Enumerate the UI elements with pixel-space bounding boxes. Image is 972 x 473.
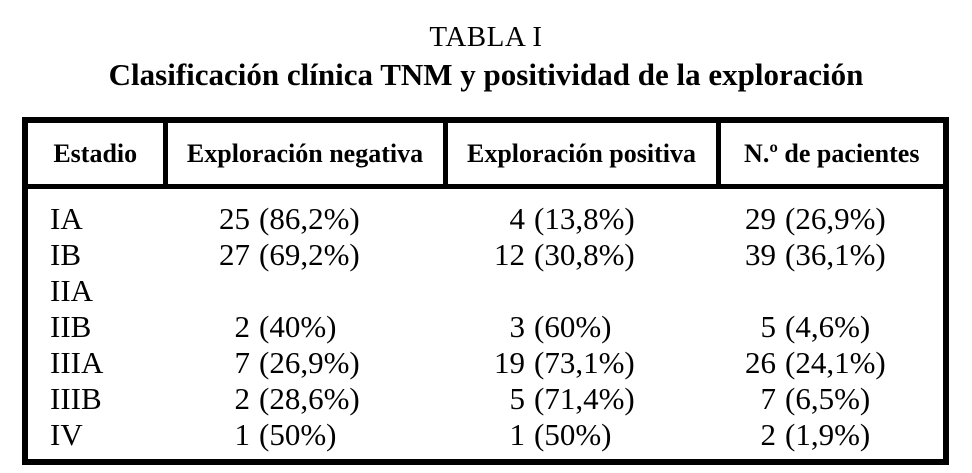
pacientes-cell: 5 (4,6%)	[718, 309, 946, 345]
table-title: TABLA I	[429, 21, 543, 53]
column-header-num-pacientes: N.º de pacientes	[715, 120, 946, 189]
negativa-cell: 7 (26,9%)	[165, 345, 445, 381]
negativa-cell: 2 (40%)	[165, 309, 445, 345]
table-row: IIB 2 (40%) 3 (60%) 5 (4,6%)	[25, 309, 946, 345]
table-caption: TABLA I Clasificación clínica TNM y posi…	[0, 0, 972, 96]
negativa-percent: (26,9%)	[259, 345, 360, 380]
positiva-count: 3	[509, 309, 526, 344]
positiva-count: 5	[509, 381, 526, 416]
table-row: IIIB 2 (28,6%) 5 (71,4%) 7 (6,5%)	[25, 381, 946, 417]
positiva-count: 19	[494, 345, 525, 380]
positiva-cell	[445, 273, 718, 309]
negativa-cell: 25 (86,2%)	[165, 187, 445, 238]
table-row: IV 1 (50%) 1 (50%) 2 (1,9%)	[25, 417, 946, 462]
column-header-exploracion-positiva: Exploración positiva	[442, 120, 718, 189]
table-row: IB 27 (69,2%) 12 (30,8%) 39 (36,1%)	[25, 237, 946, 273]
pacientes-count: 5	[760, 309, 777, 344]
positiva-cell: 3 (60%)	[445, 309, 718, 345]
pacientes-percent: (6,5%)	[785, 381, 871, 416]
pacientes-percent: (4,6%)	[785, 309, 871, 344]
column-header-estadio: Estadio	[25, 120, 165, 189]
table-row: IIIA 7 (26,9%) 19 (73,1%) 26 (24,1%)	[25, 345, 946, 381]
negativa-percent: (50%)	[259, 417, 337, 452]
column-header-exploracion-negativa: Exploración negativa	[162, 120, 445, 189]
negativa-percent: (69,2%)	[259, 237, 360, 272]
tnm-classification-table: Estadio Exploración negativa Exploración…	[22, 117, 949, 465]
pacientes-cell: 29 (26,9%)	[718, 187, 946, 238]
table-row: IA 25 (86,2%) 4 (13,8%) 29 (26,9%)	[25, 187, 946, 238]
negativa-cell: 27 (69,2%)	[165, 237, 445, 273]
pacientes-percent: (24,1%)	[785, 345, 886, 380]
estadio-cell: IV	[50, 417, 83, 452]
table-subtitle: Clasificación clínica TNM y positividad …	[108, 57, 864, 92]
pacientes-count: 7	[760, 381, 777, 416]
positiva-percent: (30,8%)	[534, 237, 635, 272]
positiva-cell: 1 (50%)	[445, 417, 718, 462]
negativa-percent: (40%)	[259, 309, 337, 344]
pacientes-cell: 39 (36,1%)	[718, 237, 946, 273]
negativa-percent: (28,6%)	[259, 381, 360, 416]
negativa-percent: (86,2%)	[259, 201, 360, 236]
pacientes-cell: 2 (1,9%)	[718, 417, 946, 462]
negativa-cell: 1 (50%)	[165, 417, 445, 462]
positiva-cell: 4 (13,8%)	[445, 187, 718, 238]
estadio-cell: IIIB	[50, 381, 102, 416]
table-header-row: Estadio Exploración negativa Exploración…	[25, 120, 946, 189]
positiva-percent: (73,1%)	[534, 345, 635, 380]
negativa-count: 7	[234, 345, 251, 380]
negativa-cell	[165, 273, 445, 309]
positiva-cell: 12 (30,8%)	[445, 237, 718, 273]
pacientes-count: 39	[745, 237, 776, 272]
negativa-count: 2	[234, 381, 251, 416]
pacientes-cell	[718, 273, 946, 309]
pacientes-percent: (26,9%)	[785, 201, 886, 236]
estadio-cell: IIA	[50, 273, 94, 308]
pacientes-count: 29	[745, 201, 776, 236]
negativa-count: 1	[234, 417, 251, 452]
pacientes-count: 2	[760, 417, 777, 452]
table-row: IIA	[25, 273, 946, 309]
pacientes-cell: 26 (24,1%)	[718, 345, 946, 381]
positiva-cell: 19 (73,1%)	[445, 345, 718, 381]
pacientes-percent: (36,1%)	[785, 237, 886, 272]
positiva-percent: (60%)	[534, 309, 612, 344]
positiva-cell: 5 (71,4%)	[445, 381, 718, 417]
estadio-cell: IB	[50, 237, 81, 272]
negativa-count: 2	[234, 309, 251, 344]
estadio-cell: IIIA	[50, 345, 104, 380]
positiva-count: 4	[509, 201, 526, 236]
positiva-percent: (71,4%)	[534, 381, 635, 416]
positiva-percent: (50%)	[534, 417, 612, 452]
estadio-cell: IA	[50, 201, 83, 236]
estadio-cell: IIB	[50, 309, 92, 344]
pacientes-cell: 7 (6,5%)	[718, 381, 946, 417]
positiva-count: 1	[509, 417, 526, 452]
negativa-cell: 2 (28,6%)	[165, 381, 445, 417]
negativa-count: 27	[219, 237, 250, 272]
positiva-percent: (13,8%)	[534, 201, 635, 236]
positiva-count: 12	[494, 237, 525, 272]
negativa-count: 25	[219, 201, 250, 236]
table-body: IA 25 (86,2%) 4 (13,8%) 29 (26,9%) IB 27 (69…	[25, 187, 946, 463]
pacientes-percent: (1,9%)	[785, 417, 871, 452]
pacientes-count: 26	[745, 345, 776, 380]
